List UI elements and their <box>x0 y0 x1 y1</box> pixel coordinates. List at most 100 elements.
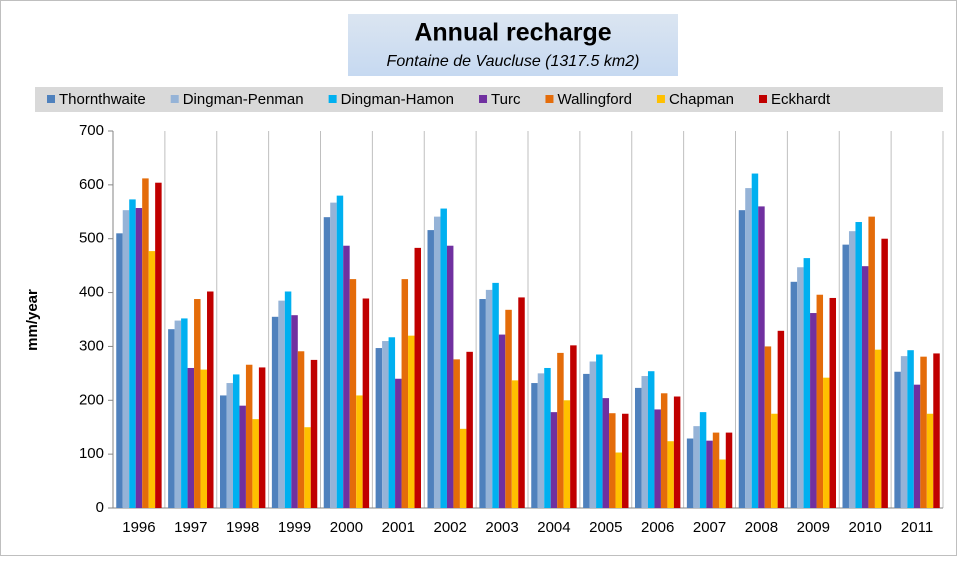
bar <box>596 354 603 508</box>
bar <box>544 367 551 508</box>
bar <box>362 298 370 508</box>
bar <box>550 412 558 508</box>
bar <box>933 353 940 508</box>
chart-title: Annual recharge <box>414 19 611 47</box>
bar <box>751 173 759 508</box>
x-tick-label: 2010 <box>849 519 882 536</box>
bar <box>116 233 123 509</box>
bar <box>842 244 849 509</box>
bar <box>200 369 208 508</box>
bar <box>297 351 305 508</box>
bar <box>427 230 434 508</box>
x-tick-label: 2005 <box>589 519 622 536</box>
bar <box>226 383 233 508</box>
bar <box>323 217 331 508</box>
bar <box>667 441 674 508</box>
bar <box>777 330 785 508</box>
bar <box>848 231 856 508</box>
bar <box>492 282 499 508</box>
bar <box>291 315 298 508</box>
y-tick-label: 600 <box>79 176 104 193</box>
bar <box>881 238 888 508</box>
bar <box>823 377 830 508</box>
bar <box>135 208 143 508</box>
bar <box>570 345 577 508</box>
bar <box>518 297 525 508</box>
x-tick-label: 2001 <box>382 519 415 536</box>
bar <box>803 258 811 508</box>
bar <box>401 279 409 508</box>
bar <box>155 182 162 508</box>
bar <box>745 188 752 509</box>
bar <box>148 251 156 508</box>
bar <box>207 291 214 508</box>
bar <box>408 335 415 508</box>
bar <box>388 337 396 508</box>
bar <box>641 376 648 508</box>
bar <box>349 279 357 508</box>
bar <box>284 291 292 508</box>
bar <box>219 395 227 508</box>
bar <box>505 309 512 508</box>
bar <box>453 359 460 508</box>
legend-swatch <box>328 95 337 103</box>
bar <box>758 206 765 508</box>
bar <box>907 350 914 508</box>
x-tick-label: 2002 <box>434 519 467 536</box>
y-tick-label: 500 <box>79 230 104 247</box>
bar <box>725 432 733 508</box>
x-tick-label: 2011 <box>901 519 933 536</box>
bar <box>168 329 175 508</box>
bar <box>647 371 655 508</box>
legend-label: Eckhardt <box>771 91 831 108</box>
x-tick-label: 2007 <box>693 519 726 536</box>
bar <box>181 318 188 508</box>
bar <box>563 400 571 508</box>
legend-label: Chapman <box>669 91 734 108</box>
bar <box>485 289 493 508</box>
bar <box>894 371 901 508</box>
bar <box>855 222 862 509</box>
bar <box>913 384 921 508</box>
legend-label: Dingman-Hamon <box>341 91 454 108</box>
bar <box>719 459 726 508</box>
bar <box>693 426 700 508</box>
bar <box>252 419 259 508</box>
x-tick-label: 2003 <box>485 519 518 536</box>
x-tick-label: 2008 <box>745 519 778 536</box>
bar <box>232 374 240 508</box>
x-tick-label: 2009 <box>797 519 830 536</box>
bar <box>810 313 817 508</box>
bar <box>861 266 869 508</box>
legend-label: Wallingford <box>557 91 631 108</box>
bar <box>738 210 746 509</box>
bar <box>797 267 804 508</box>
bar <box>122 210 130 509</box>
bar <box>498 334 506 508</box>
bar <box>868 216 875 508</box>
bar <box>654 409 661 508</box>
legend-label: Dingman-Penman <box>183 91 304 108</box>
bar <box>336 195 344 508</box>
x-tick-label: 2006 <box>641 519 674 536</box>
legend-swatch <box>759 95 767 103</box>
x-tick-label: 1999 <box>278 519 311 536</box>
y-tick-label: 700 <box>79 122 104 139</box>
bar <box>634 387 642 508</box>
legend-swatch <box>170 95 179 103</box>
bar <box>310 359 318 508</box>
bar <box>622 413 629 508</box>
bar <box>129 199 136 509</box>
title-box <box>348 14 678 76</box>
bar <box>699 412 707 508</box>
bar <box>602 398 610 508</box>
legend-swatch <box>479 95 488 103</box>
legend-label: Thornthwaite <box>59 91 146 108</box>
y-tick-label: 100 <box>79 445 104 462</box>
bar <box>816 294 824 508</box>
bar <box>764 346 772 508</box>
bar <box>537 373 545 508</box>
y-tick-label: 0 <box>96 499 104 516</box>
bar <box>304 427 311 508</box>
bar <box>375 348 383 508</box>
